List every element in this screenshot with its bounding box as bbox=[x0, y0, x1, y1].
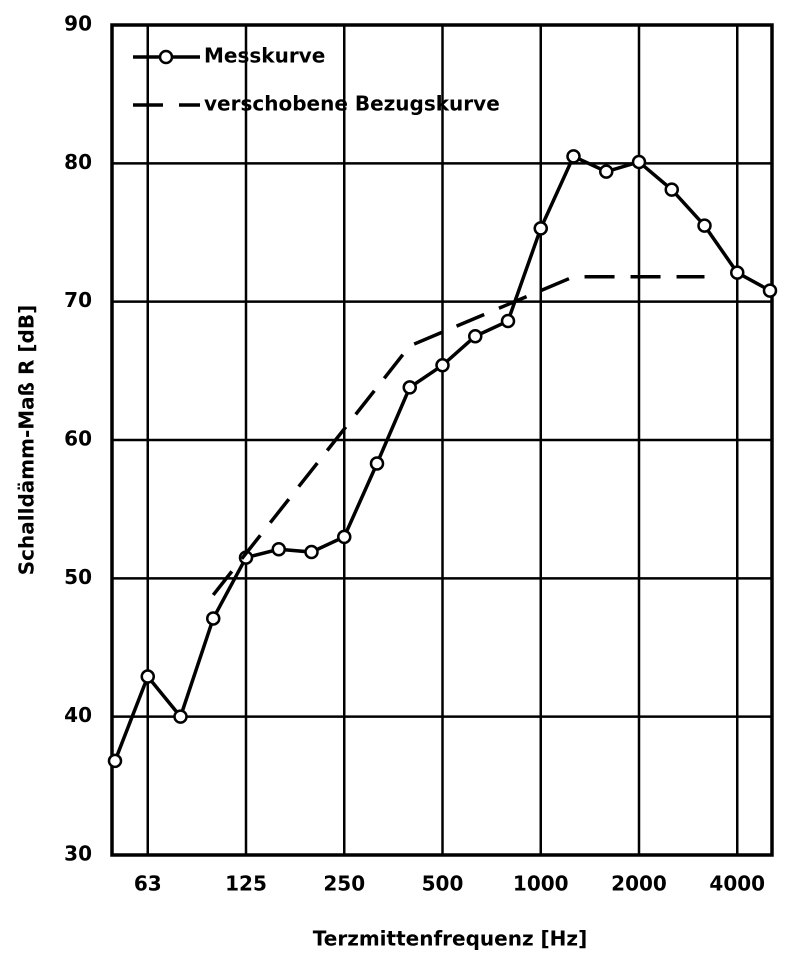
y-tick-label: 60 bbox=[64, 427, 92, 451]
y-tick-label: 50 bbox=[64, 565, 92, 589]
data-point bbox=[533, 221, 548, 236]
data-point bbox=[271, 542, 286, 557]
x-tick-label: 63 bbox=[134, 872, 162, 896]
y-tick-label: 30 bbox=[64, 842, 92, 866]
x-tick-label: 2000 bbox=[611, 872, 667, 896]
y-axis-title: Schalldämm-Maß R [dB] bbox=[15, 305, 39, 575]
data-point bbox=[599, 164, 614, 179]
data-point bbox=[697, 218, 712, 233]
y-tick-label: 70 bbox=[64, 288, 92, 312]
data-point bbox=[337, 529, 352, 545]
data-point bbox=[730, 265, 745, 280]
data-point bbox=[500, 313, 516, 329]
data-point bbox=[140, 669, 155, 684]
legend-label: verschobene Bezugskurve bbox=[204, 92, 500, 116]
data-point bbox=[173, 709, 188, 724]
data-point bbox=[762, 283, 778, 298]
x-tick-label: 1000 bbox=[513, 872, 569, 896]
data-point bbox=[206, 611, 221, 626]
y-tick-label: 40 bbox=[64, 703, 92, 727]
series-line bbox=[211, 275, 705, 597]
x-tick-label: 500 bbox=[422, 872, 464, 896]
data-point bbox=[631, 154, 647, 170]
data-point bbox=[468, 329, 483, 344]
data-point bbox=[664, 182, 679, 197]
y-tick-label: 80 bbox=[64, 150, 92, 174]
data-point bbox=[566, 149, 581, 164]
data-point bbox=[435, 358, 450, 373]
x-tick-label: 4000 bbox=[709, 872, 765, 896]
plot-border bbox=[110, 23, 774, 857]
y-tick-label: 90 bbox=[64, 12, 92, 36]
data-point bbox=[369, 456, 385, 471]
legend-marker bbox=[158, 49, 174, 65]
data-point bbox=[304, 544, 319, 560]
x-tick-label: 250 bbox=[323, 872, 365, 896]
legend-label: Messkurve bbox=[204, 44, 325, 68]
x-axis-title: Terzmittenfrequenz [Hz] bbox=[313, 927, 587, 951]
x-tick-label: 125 bbox=[225, 872, 267, 896]
data-point bbox=[107, 753, 123, 769]
data-point bbox=[402, 380, 417, 395]
